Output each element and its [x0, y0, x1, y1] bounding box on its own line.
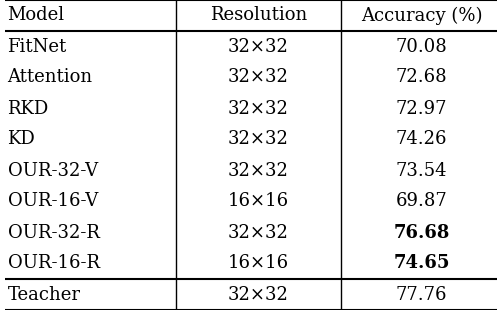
Text: 32×32: 32×32 — [227, 131, 289, 148]
Text: 70.08: 70.08 — [395, 38, 447, 55]
Text: 32×32: 32×32 — [227, 162, 289, 179]
Text: OUR-16-R: OUR-16-R — [8, 255, 99, 272]
Text: 32×32: 32×32 — [227, 286, 289, 303]
Text: 16×16: 16×16 — [227, 255, 289, 272]
Text: OUR-32-R: OUR-32-R — [8, 224, 99, 241]
Text: 73.54: 73.54 — [395, 162, 446, 179]
Text: RKD: RKD — [8, 100, 49, 117]
Text: 16×16: 16×16 — [227, 193, 289, 210]
Text: 32×32: 32×32 — [227, 224, 289, 241]
Text: Resolution: Resolution — [209, 7, 307, 24]
Text: 76.68: 76.68 — [393, 224, 449, 241]
Text: 77.76: 77.76 — [395, 286, 446, 303]
Text: OUR-32-V: OUR-32-V — [8, 162, 98, 179]
Text: Teacher: Teacher — [8, 286, 80, 303]
Text: 32×32: 32×32 — [227, 38, 289, 55]
Text: KD: KD — [8, 131, 35, 148]
Text: FitNet: FitNet — [8, 38, 67, 55]
Text: 69.87: 69.87 — [395, 193, 447, 210]
Text: Model: Model — [8, 7, 65, 24]
Text: Attention: Attention — [8, 69, 93, 86]
Text: 74.65: 74.65 — [393, 255, 449, 272]
Text: Accuracy (%): Accuracy (%) — [360, 7, 481, 24]
Text: 74.26: 74.26 — [395, 131, 446, 148]
Text: 32×32: 32×32 — [227, 69, 289, 86]
Text: OUR-16-V: OUR-16-V — [8, 193, 98, 210]
Text: 32×32: 32×32 — [227, 100, 289, 117]
Text: 72.68: 72.68 — [395, 69, 446, 86]
Text: 72.97: 72.97 — [395, 100, 446, 117]
